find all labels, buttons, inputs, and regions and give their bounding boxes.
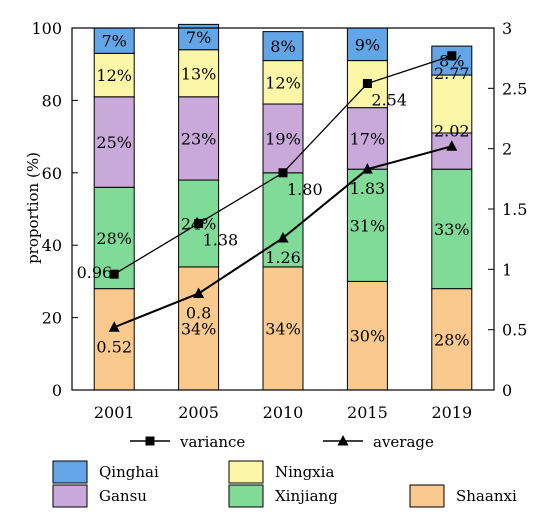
bar-label-gansu-2010: 19% [265, 129, 301, 148]
y2-tick-label-1: 1 [502, 260, 512, 279]
y2-tick-label-2.5: 2.5 [502, 79, 527, 98]
x-tick-label-2005: 2005 [178, 403, 219, 422]
x-tick-label-2015: 2015 [347, 403, 388, 422]
marker-variance-2019 [447, 51, 457, 61]
bar-label-qinghai-2019: 8% [439, 52, 464, 71]
bar-label-xinjiang-2001: 28% [96, 229, 132, 248]
bar-segment-shaanxi-2010 [262, 266, 304, 391]
bar-segment-qinghai-2015 [346, 27, 388, 62]
bar-label-qinghai-2001: 7% [102, 32, 127, 51]
bar-segment-shaanxi-2019 [431, 288, 473, 391]
marker-average-2019 [446, 140, 458, 151]
bar-label-qinghai-2010: 8% [270, 37, 295, 56]
bar-label-xinjiang-2005: 24% [181, 214, 217, 233]
legend-swatch-gansu [52, 484, 88, 508]
y-tick-label-0: 0 [52, 381, 62, 400]
y2-tick-label-3: 3 [502, 19, 512, 38]
bar-label-ningxia-2005: 13% [181, 64, 217, 83]
legend-swatch-qinghai [52, 460, 88, 484]
bar-label-qinghai-2015: 9% [355, 35, 380, 54]
bar-segment-qinghai-2010 [262, 31, 304, 62]
bar-segment-xinjiang-2015 [346, 168, 388, 282]
bar-segment-qinghai-2001 [93, 27, 135, 54]
y-tick-label-20: 20 [42, 309, 62, 328]
bar-label-shaanxi-2019: 28% [434, 330, 470, 349]
labels-layer: 28% 25% 12% 7% 34% 24% 23% 13% 7% 34% 19% 12% 8% 30% 3… [77, 28, 470, 356]
marker-average-2015 [361, 163, 373, 174]
bar-segment-xinjiang-2010 [262, 172, 304, 268]
line-label-variance-2019: 2.77 [434, 64, 470, 83]
y-axis-title: proportion (%) [24, 152, 42, 264]
bar-label-ningxia-2001: 12% [96, 66, 132, 85]
bar-segment-shaanxi-2015 [346, 280, 388, 391]
bar-segment-ningxia-2019 [431, 74, 473, 134]
bar-segment-shaanxi-2001 [93, 288, 135, 391]
legend-swatch-xinjiang [228, 484, 264, 508]
marker-variance-2010 [278, 168, 288, 178]
y-tick-label-80: 80 [42, 91, 62, 110]
y-tick-label-60: 60 [42, 164, 62, 183]
bar-label-gansu-2015: 17% [350, 129, 386, 148]
bars-layer [93, 23, 473, 391]
line-label-variance-2001: 0.96 [77, 263, 113, 282]
bar-segment-ningxia-2005 [178, 49, 220, 98]
legend-label-ningxia: Ningxia [275, 463, 334, 481]
y2-tick-label-1.5: 1.5 [502, 200, 527, 219]
y-tick-label-40: 40 [42, 236, 62, 255]
lines-layer [108, 51, 458, 332]
bar-label-gansu-2001: 25% [96, 133, 132, 152]
bar-segment-qinghai-2005 [178, 23, 220, 51]
marker-variance-2005 [194, 218, 204, 228]
y2-tick-label-0.5: 0.5 [502, 321, 527, 340]
marker-variance-2015 [362, 79, 372, 89]
x-tick-label-2001: 2001 [94, 403, 135, 422]
line-label-average-2010: 1.26 [265, 248, 301, 267]
legend-label-shaanxi: Shaanxi [456, 487, 517, 505]
axes-frame: 0 20 40 60 80 100 0 0.5 1 1.5 2 2.5 3 2001 2005 2010 201… [31, 19, 527, 422]
legend-swatch-shaanxi [409, 484, 445, 508]
bar-segment-gansu-2005 [178, 96, 220, 181]
legend-label-gansu: Gansu [99, 487, 147, 505]
y2-tick-label-0: 0 [502, 381, 512, 400]
marker-average-2005 [193, 287, 205, 298]
bar-label-shaanxi-2015: 30% [350, 327, 386, 346]
line-label-average-2005: 0.8 [186, 303, 211, 322]
bar-segment-shaanxi-2005 [178, 266, 220, 391]
bar-label-qinghai-2005: 7% [186, 28, 211, 47]
bar-label-xinjiang-2019: 33% [434, 220, 470, 239]
legend-marker-average [337, 435, 349, 446]
x-tick-label-2010: 2010 [263, 403, 304, 422]
y-tick-label-100: 100 [31, 19, 62, 38]
bar-segment-gansu-2015 [346, 107, 388, 170]
y2-tick-label-2: 2 [502, 140, 512, 159]
bar-label-gansu-2005: 23% [181, 129, 217, 148]
legend: variance average Shaanxi Xinjiang Gansu Ningx… [52, 433, 517, 508]
legend-label-qinghai: Qinghai [99, 463, 159, 481]
line-label-variance-2015: 2.54 [371, 91, 407, 110]
legend-label-variance: variance [179, 433, 245, 451]
legend-label-average: average [373, 433, 434, 451]
marker-average-2001 [108, 321, 120, 332]
bar-segment-gansu-2019 [431, 132, 473, 170]
line-label-variance-2005: 1.38 [203, 230, 239, 249]
marker-average-2010 [277, 231, 289, 243]
x-tick-label-2019: 2019 [431, 403, 472, 422]
line-label-variance-2010: 1.80 [287, 180, 323, 199]
marker-variance-2001 [109, 269, 119, 279]
bar-label-shaanxi-2005: 34% [181, 319, 217, 338]
legend-swatch-ningxia [228, 460, 264, 484]
bar-segment-ningxia-2001 [93, 52, 135, 98]
bar-label-shaanxi-2010: 34% [265, 319, 301, 338]
bar-label-ningxia-2010: 12% [265, 73, 301, 92]
line-label-average-2015: 1.83 [350, 179, 386, 198]
legend-marker-variance [145, 436, 155, 446]
legend-label-xinjiang: Xinjiang [275, 487, 338, 505]
bar-label-xinjiang-2015: 31% [350, 216, 386, 235]
line-label-average-2001: 0.52 [96, 337, 132, 356]
line-label-average-2019: 2.02 [434, 121, 470, 140]
